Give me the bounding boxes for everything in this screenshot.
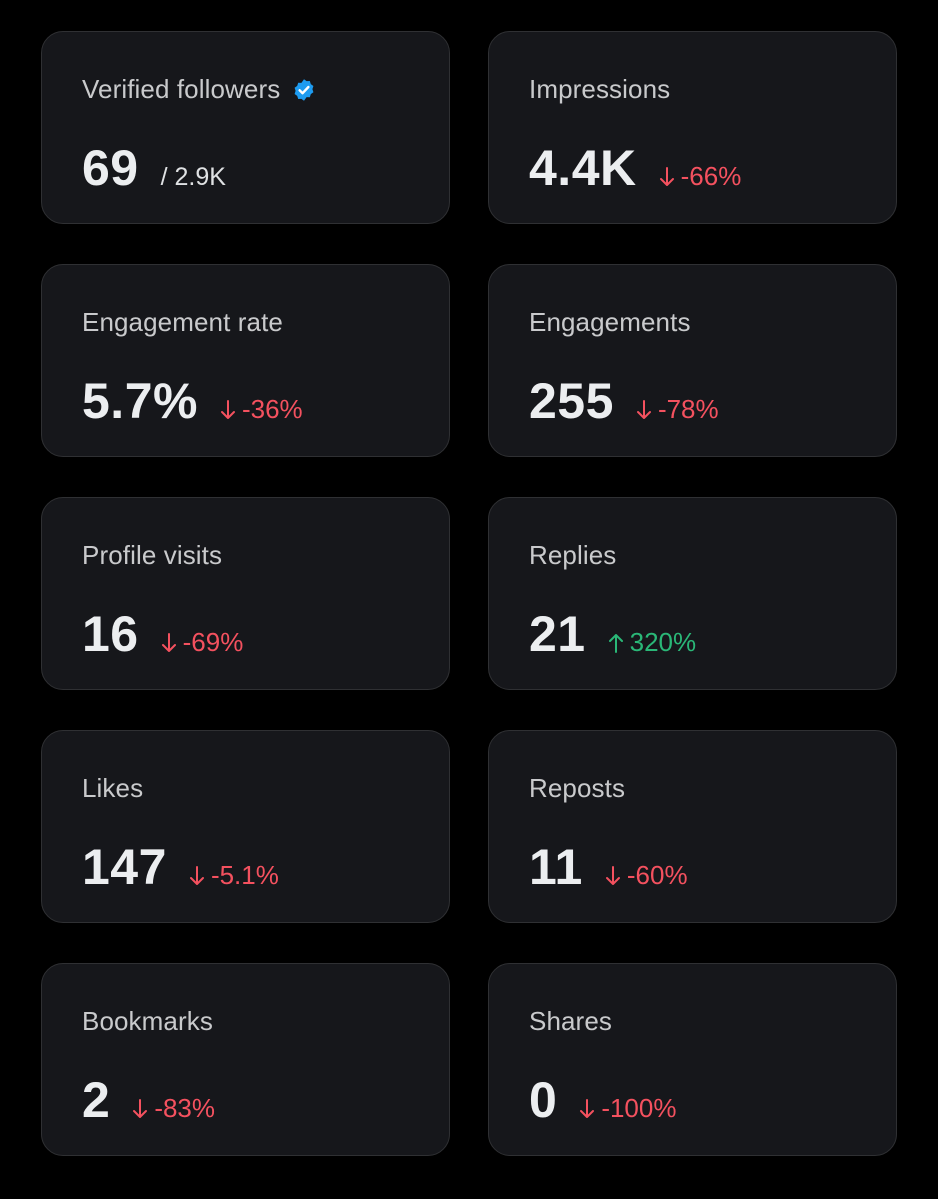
metric-change-text: -100% [601,1093,677,1123]
metric-card-profile-visits[interactable]: Profile visits 16 -69% [41,497,450,690]
metric-card-likes[interactable]: Likes 147 -5.1% [41,730,450,923]
metric-label: Replies [529,540,617,570]
arrow-down-icon [189,866,204,885]
metric-change-text: -36% [241,394,303,424]
arrow-down-icon [220,400,235,419]
metric-card-verified-followers[interactable]: Verified followers 69 / 2.9K [41,31,450,224]
metric-change: -60% [605,860,688,891]
metric-card-engagement-rate[interactable]: Engagement rate 5.7% -36% [41,264,450,457]
metric-label: Profile visits [82,540,223,570]
metric-value: 255 [529,373,614,429]
metric-label: Reposts [529,773,626,803]
metric-change-text: 320% [629,627,697,657]
metric-value-row: 255 -78% [529,371,719,431]
arrow-down-icon [636,400,651,419]
metric-card-bookmarks[interactable]: Bookmarks 2 -83% [41,963,450,1156]
metric-value-row: 147 -5.1% [82,837,279,897]
metric-value: 4.4K [529,140,637,196]
metric-value: 21 [529,606,586,662]
metric-label: Impressions [529,74,671,104]
metric-card-shares[interactable]: Shares 0 -100% [488,963,897,1156]
metric-value-row: 5.7% -36% [82,371,303,431]
arrow-down-icon [605,866,620,885]
metric-change-text: -69% [182,627,244,657]
metric-value: 16 [82,606,139,662]
metrics-grid: Verified followers 69 / 2.9K Impressions… [41,31,897,1156]
metric-change-text: -78% [657,394,719,424]
metric-value: 11 [529,839,583,895]
metric-change: 320% [608,627,697,658]
metric-label: Verified followers [82,74,316,105]
metric-card-impressions[interactable]: Impressions 4.4K -66% [488,31,897,224]
metric-change: -66% [659,161,742,192]
metric-card-engagements[interactable]: Engagements 255 -78% [488,264,897,457]
arrow-down-icon [161,633,176,652]
metric-label: Likes [82,773,144,803]
metric-value-row: 4.4K -66% [529,138,741,198]
metric-change: -69% [161,627,244,658]
metric-change-text: -60% [626,860,688,890]
metric-total: / 2.9K [160,163,226,191]
metric-change-text: -83% [154,1093,216,1123]
metric-card-replies[interactable]: Replies 21 320% [488,497,897,690]
metric-change: -5.1% [189,860,279,891]
arrow-down-icon [133,1099,148,1118]
metric-value-row: 0 -100% [529,1070,676,1130]
metric-label: Bookmarks [82,1006,213,1036]
verified-badge-icon [294,78,314,101]
metric-value-row: 16 -69% [82,604,243,664]
metric-change: -100% [579,1093,676,1124]
metric-change: -36% [220,394,303,425]
arrow-down-icon [580,1099,595,1118]
metric-value-row: 69 / 2.9K [82,138,226,198]
metric-value: 5.7% [82,373,198,429]
metric-change: -78% [636,394,719,425]
metric-change-text: -5.1% [210,860,279,890]
metric-value-row: 21 320% [529,604,696,664]
metric-card-reposts[interactable]: Reposts 11 -60% [488,730,897,923]
arrow-up-icon [608,634,623,653]
metric-label: Shares [529,1006,612,1036]
metric-value: 147 [82,839,167,895]
metric-value-row: 11 -60% [529,837,688,897]
metric-change-text: -66% [680,161,742,191]
metric-label: Engagement rate [82,307,283,337]
metric-value: 0 [529,1072,558,1128]
metric-value-row: 2 -83% [82,1070,215,1130]
metric-label-text: Verified followers [82,74,281,104]
metric-value: 69 [82,140,139,196]
metric-change: -83% [132,1093,215,1124]
arrow-down-icon [659,167,674,186]
metric-value: 2 [82,1072,111,1128]
metric-label: Engagements [529,307,691,337]
